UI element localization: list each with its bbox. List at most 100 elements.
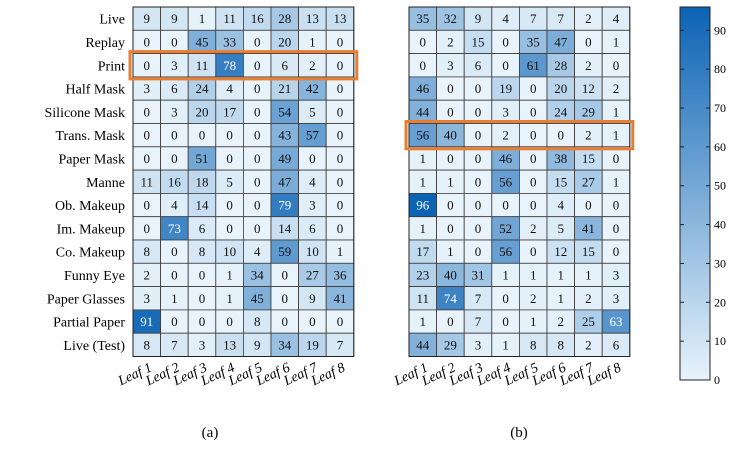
cell-value: 17 <box>223 104 237 119</box>
cell-value: 0 <box>226 198 233 213</box>
colorbar-tick-label: 60 <box>714 140 726 154</box>
cell-value: 5 <box>226 174 233 189</box>
cell-value: 7 <box>530 11 537 26</box>
cell-value: 91 <box>140 314 153 329</box>
colorbar-tick-label: 90 <box>714 23 726 37</box>
cell-value: 6 <box>199 221 206 236</box>
cell-value: 0 <box>447 221 454 236</box>
cell-value: 0 <box>447 314 454 329</box>
cell-value: 14 <box>278 221 292 236</box>
cell-value: 18 <box>196 174 209 189</box>
cell-value: 7 <box>475 314 482 329</box>
cell-value: 4 <box>613 11 620 26</box>
cell-value: 0 <box>475 174 482 189</box>
cell-value: 1 <box>613 128 620 143</box>
cell-value: 19 <box>499 81 512 96</box>
cell-value: 20 <box>554 81 567 96</box>
cell-value: 0 <box>171 151 178 166</box>
row-label: Silicone Mask <box>45 106 126 121</box>
row-label: Replay <box>85 36 125 51</box>
cell-value: 0 <box>502 198 509 213</box>
cell-value: 27 <box>306 267 320 282</box>
cell-value: 2 <box>502 128 509 143</box>
cell-value: 0 <box>447 151 454 166</box>
cell-value: 25 <box>582 314 595 329</box>
cell-value: 0 <box>144 221 151 236</box>
cell-value: 0 <box>475 104 482 119</box>
cell-value: 19 <box>306 337 319 352</box>
cell-value: 0 <box>613 58 620 73</box>
cell-value: 4 <box>558 198 565 213</box>
cell-value: 0 <box>585 198 592 213</box>
cell-value: 44 <box>416 104 430 119</box>
row-label: Im. Makeup <box>57 222 125 237</box>
cell-value: 0 <box>171 34 178 49</box>
cell-value: 0 <box>144 151 151 166</box>
cell-value: 47 <box>278 174 292 189</box>
cell-value: 15 <box>554 174 567 189</box>
cell-value: 2 <box>585 291 592 306</box>
cell-value: 1 <box>558 267 565 282</box>
row-label: Print <box>98 59 125 74</box>
cell-value: 44 <box>416 337 430 352</box>
cell-value: 3 <box>447 58 454 73</box>
cell-value: 4 <box>171 198 178 213</box>
subfigure-label-b: (b) <box>510 425 528 441</box>
cell-value: 0 <box>337 104 344 119</box>
cell-value: 1 <box>447 174 454 189</box>
colorbar-tick-label: 10 <box>714 334 726 348</box>
cell-value: 6 <box>613 337 620 352</box>
cell-value: 63 <box>610 314 623 329</box>
cell-value: 1 <box>502 267 509 282</box>
cell-value: 38 <box>554 151 567 166</box>
colorbar-tick-label: 50 <box>714 179 726 193</box>
cell-value: 0 <box>337 58 344 73</box>
cell-value: 0 <box>254 151 261 166</box>
cell-value: 0 <box>282 267 289 282</box>
cell-value: 96 <box>416 198 430 213</box>
cell-value: 20 <box>278 34 291 49</box>
cell-value: 3 <box>171 104 178 119</box>
cell-value: 0 <box>144 58 151 73</box>
colorbar-gradient <box>679 6 711 381</box>
cell-value: 0 <box>254 81 261 96</box>
cell-value: 0 <box>282 291 289 306</box>
cell-value: 2 <box>558 314 565 329</box>
cell-value: 45 <box>196 34 209 49</box>
cell-value: 52 <box>499 221 512 236</box>
colorbar: 0 10 20 30 40 50 60 70 80 90 <box>679 6 726 387</box>
heatmap-panel-b: 35 32 9 4 7 7 2 40 2 15 0 35 47 0 10 3 6 0 61 28 2 046 0 0 19 0 20… <box>391 6 635 441</box>
cell-value: 8 <box>558 337 565 352</box>
cell-value: 2 <box>530 291 537 306</box>
cell-value: 12 <box>554 244 567 259</box>
cell-value: 0 <box>144 104 151 119</box>
panel-b-frame <box>408 6 631 357</box>
cell-value: 9 <box>309 291 316 306</box>
cell-value: 0 <box>585 34 592 49</box>
cell-value: 0 <box>171 267 178 282</box>
cell-value: 46 <box>416 81 430 96</box>
panel-a-frame <box>132 6 355 357</box>
cell-value: 1 <box>558 291 565 306</box>
cell-value: 8 <box>530 337 537 352</box>
cell-value: 43 <box>278 128 291 143</box>
cell-value: 8 <box>144 244 151 259</box>
cell-value: 3 <box>144 291 151 306</box>
cell-value: 4 <box>226 81 233 96</box>
cell-value: 1 <box>447 244 454 259</box>
cell-value: 0 <box>254 221 261 236</box>
cell-value: 0 <box>502 58 509 73</box>
cell-value: 1 <box>613 104 620 119</box>
cell-value: 2 <box>447 34 454 49</box>
row-label: Paper Mask <box>59 152 126 167</box>
row-label: Co. Makeup <box>56 246 125 261</box>
cell-value: 0 <box>530 104 537 119</box>
row-label: Ob. Makeup <box>55 199 125 214</box>
cell-value: 7 <box>475 291 482 306</box>
cell-value: 0 <box>199 314 206 329</box>
cell-value: 0 <box>226 314 233 329</box>
cell-value: 0 <box>447 198 454 213</box>
cell-value: 6 <box>475 58 482 73</box>
